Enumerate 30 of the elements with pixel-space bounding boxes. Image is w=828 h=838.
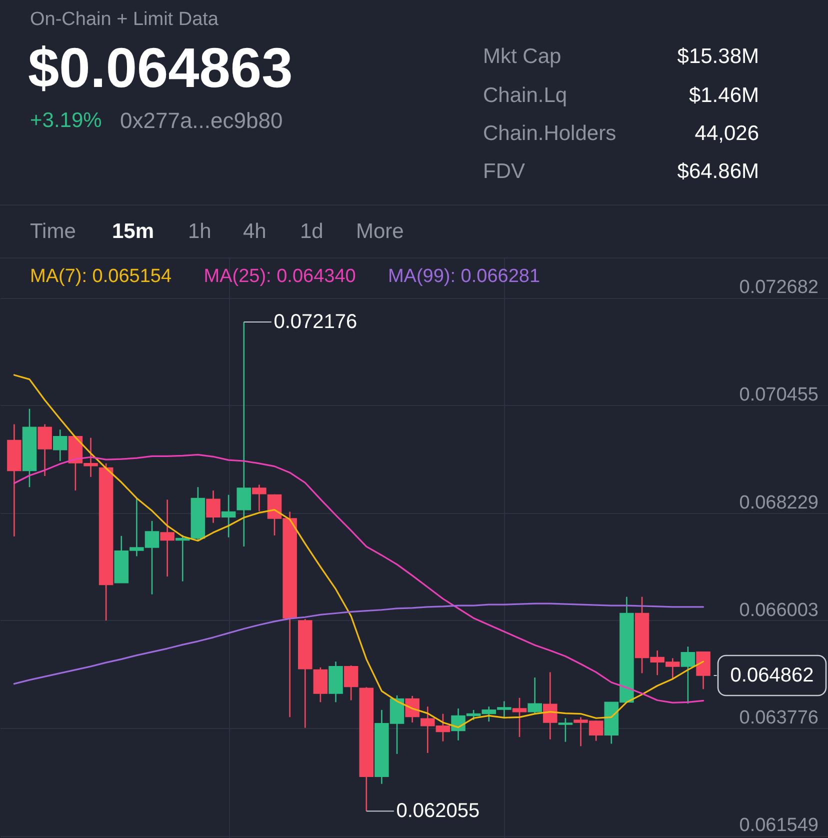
text: FDV xyxy=(483,160,525,183)
annotation: 0.072176 xyxy=(274,310,358,333)
text: MA(7): 0.065154 xyxy=(30,266,172,287)
text: 15m xyxy=(112,220,154,243)
text: +3.19% xyxy=(30,109,102,132)
text: Mkt Cap xyxy=(483,45,562,68)
y-tick-label: 0.068229 xyxy=(739,492,818,514)
text: $64.86M xyxy=(677,160,759,183)
text: Chain.Holders xyxy=(483,122,616,145)
y-tick-label: 0.072682 xyxy=(739,277,818,298)
y-tick-label: 0.061549 xyxy=(739,815,818,836)
annotation: 0.062055 xyxy=(396,800,480,822)
ref-line-label: 0.064862 xyxy=(730,664,814,687)
text: Chain.Lq xyxy=(483,84,568,107)
text: MA(25): 0.064340 xyxy=(204,266,356,287)
text: 1h xyxy=(188,220,212,243)
text: On-Chain + Limit Data xyxy=(30,9,219,30)
text: More xyxy=(356,220,404,243)
text: $1.46M xyxy=(688,84,759,107)
y-tick-label: 0.063776 xyxy=(739,707,818,728)
text: MA(99): 0.066281 xyxy=(388,266,540,287)
text: $15.38M xyxy=(677,45,759,68)
y-tick-label: 0.066003 xyxy=(739,600,818,621)
text: Time xyxy=(30,220,76,243)
text: 4h xyxy=(243,220,266,243)
text: $0.064863 xyxy=(28,36,293,99)
text: 1d xyxy=(300,220,324,243)
y-tick-label: 0.070455 xyxy=(739,384,818,406)
text: 0x277a...ec9b80 xyxy=(120,108,283,133)
text: 44,026 xyxy=(694,122,759,145)
